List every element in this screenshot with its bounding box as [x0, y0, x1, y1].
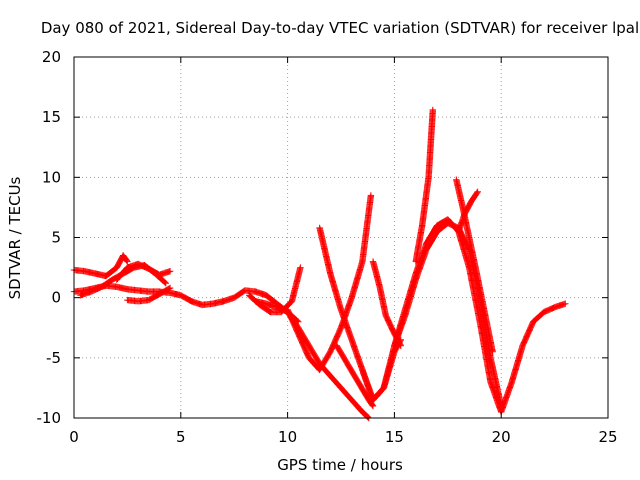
data-point — [162, 280, 169, 287]
series-13 — [412, 106, 436, 265]
x-tick-label: 15 — [385, 428, 404, 446]
data-point — [498, 402, 505, 410]
y-axis-label: SDTVAR / TECUs — [6, 176, 24, 299]
data-point — [562, 300, 569, 307]
data-point — [297, 264, 304, 271]
data-points — [70, 106, 569, 422]
data-point — [397, 342, 404, 349]
series-11 — [359, 216, 569, 416]
y-tick-label: 15 — [42, 108, 61, 126]
y-tick-label: 20 — [42, 48, 61, 66]
x-tick-label: 20 — [492, 428, 511, 446]
series-9 — [333, 342, 377, 410]
series-15 — [455, 188, 481, 235]
data-point — [429, 106, 436, 114]
x-tick-labels: 0 5 10 15 20 25 — [69, 428, 617, 446]
data-point — [473, 189, 481, 196]
y-tick-label: -10 — [37, 409, 62, 427]
data-point — [123, 257, 130, 264]
data-point — [367, 192, 375, 199]
data-point — [369, 401, 376, 409]
y-tick-label: -5 — [46, 349, 61, 367]
x-tick-label: 5 — [176, 428, 186, 446]
y-tick-labels: -10 -5 0 5 10 15 20 — [37, 48, 62, 427]
data-point — [364, 413, 371, 420]
data-point — [165, 285, 173, 292]
grid-lines — [74, 57, 608, 418]
x-tick-label: 25 — [598, 428, 617, 446]
x-tick-label: 0 — [69, 428, 79, 446]
y-tick-label: 0 — [51, 289, 61, 307]
data-point — [161, 279, 169, 286]
series-4 — [113, 260, 174, 283]
chart-title: Day 080 of 2021, Sidereal Day-to-day VTE… — [41, 19, 639, 37]
data-point — [474, 188, 481, 195]
y-tick-label: 5 — [51, 229, 61, 247]
y-tick-label: 10 — [42, 168, 61, 186]
data-point — [124, 258, 131, 265]
x-tick-label: 10 — [278, 428, 297, 446]
series-3 — [124, 284, 174, 305]
tick-marks — [73, 56, 609, 419]
data-point — [369, 402, 377, 410]
data-point — [364, 414, 372, 421]
data-point — [166, 284, 174, 292]
series-1 — [70, 252, 131, 280]
x-axis-label: GPS time / hours — [277, 456, 403, 474]
data-point — [166, 268, 174, 275]
series-7 — [284, 192, 375, 374]
data-point — [489, 348, 496, 355]
series-10 — [369, 258, 404, 349]
